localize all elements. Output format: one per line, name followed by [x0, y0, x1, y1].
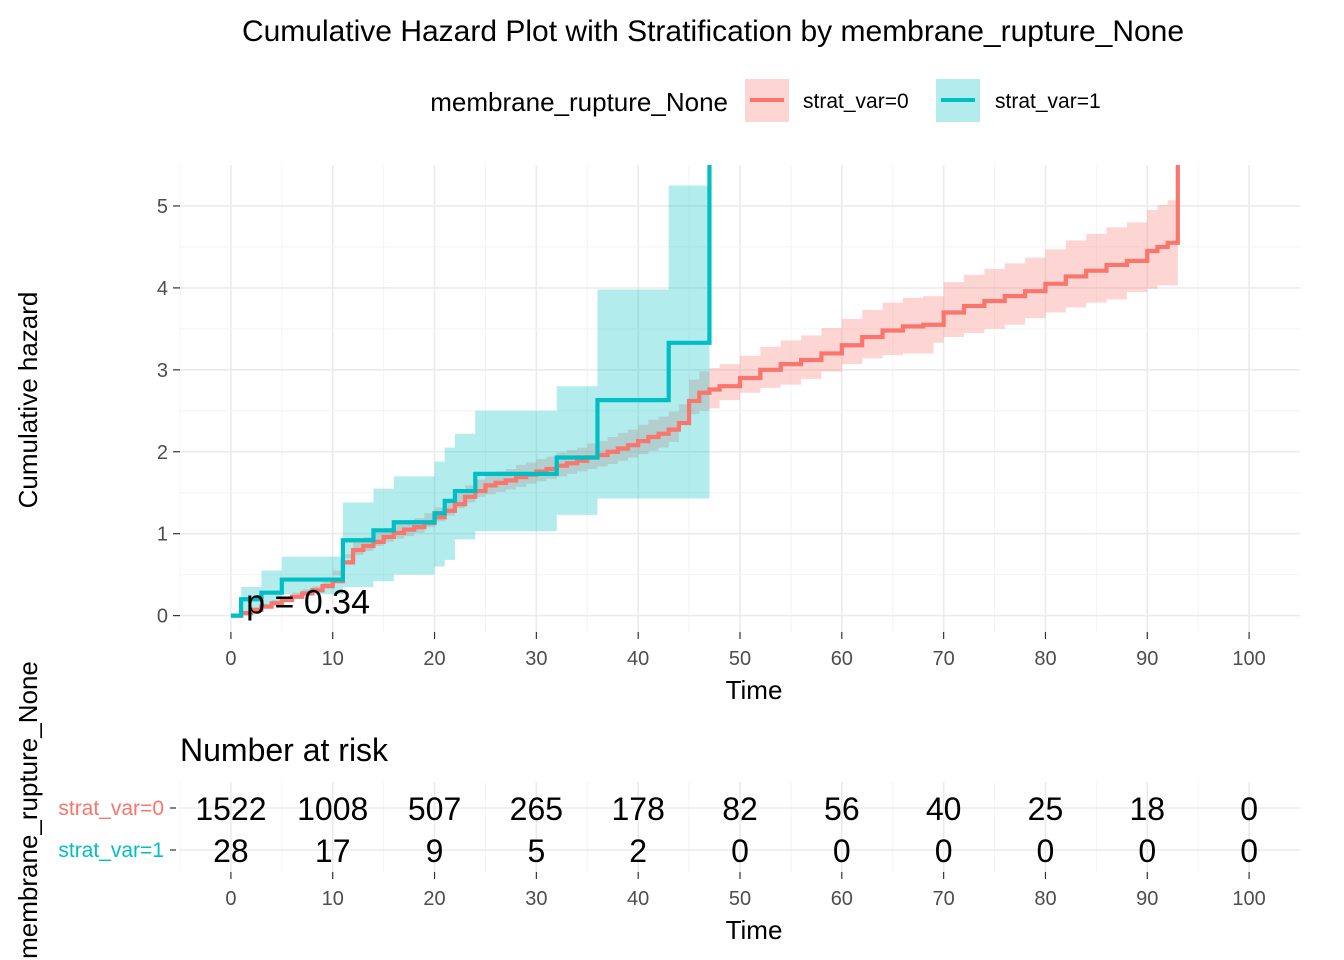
- hazard-line-strat1: [230, 165, 712, 618]
- risk-cell: 0: [935, 833, 953, 869]
- legend-title: membrane_rupture_None: [430, 87, 728, 117]
- x-tick-label: 70: [933, 648, 955, 670]
- x-tick-label: 40: [627, 648, 649, 670]
- risk-cell: 2: [629, 833, 647, 869]
- x-tick-label: 100: [1232, 648, 1265, 670]
- risk-x-tick-label: 60: [831, 888, 853, 910]
- risk-cell: 0: [1138, 833, 1156, 869]
- x-tick-label: 10: [322, 648, 344, 670]
- risk-cell: 265: [510, 791, 563, 827]
- hazard-line-strat0: [230, 165, 1180, 618]
- risk-cell: 28: [213, 833, 249, 869]
- x-tick-label: 20: [423, 648, 445, 670]
- risk-group-label: strat_var=0: [58, 797, 164, 820]
- legend-label-strat0: strat_var=0: [803, 90, 909, 113]
- chart-title: Cumulative Hazard Plot with Stratificati…: [242, 15, 1184, 48]
- legend: membrane_rupture_None strat_var=0 strat_…: [430, 79, 1101, 122]
- risk-x-tick-label: 80: [1034, 888, 1056, 910]
- confidence-band-strat1: [230, 185, 710, 616]
- risk-group-labels: strat_var=0 strat_var=1: [58, 797, 176, 862]
- risk-cell: 18: [1129, 791, 1165, 827]
- legend-key-strat1: [936, 79, 980, 122]
- risk-table: Number at risk 1522 1008 507 265 178 82 56 40 25…: [58, 732, 1300, 910]
- risk-x-tick-label: 50: [729, 888, 751, 910]
- risk-x-tick-label: 10: [322, 888, 344, 910]
- y-tick-label: 1: [157, 524, 168, 546]
- risk-cells: 1522 1008 507 265 178 82 56 40 25 18 0 28 17 9 5 2 0 0 0 0 0…: [195, 791, 1258, 869]
- risk-x-tick-label: 70: [933, 888, 955, 910]
- main-plot-panel: 0 1 2 3 4 5 0 10 20 30 40 50 60 70 80 90 100 p = 0.34: [157, 165, 1300, 670]
- legend-label-strat1: strat_var=1: [995, 90, 1101, 113]
- risk-x-tick-label: 100: [1232, 888, 1265, 910]
- risk-cell: 9: [426, 833, 444, 869]
- risk-cell: 1008: [297, 791, 368, 827]
- risk-cell: 0: [1240, 791, 1258, 827]
- risk-x-tick-label: 40: [627, 888, 649, 910]
- risk-cell: 0: [1240, 833, 1258, 869]
- x-tick-label: 90: [1136, 648, 1158, 670]
- x-tick-labels: 0 10 20 30 40 50 60 70 80 90 100: [225, 632, 1266, 670]
- risk-cell: 25: [1028, 791, 1064, 827]
- risk-table-title: Number at risk: [180, 732, 389, 768]
- x-tick-label: 30: [525, 648, 547, 670]
- confidence-bands: [230, 185, 1178, 616]
- y-tick-label: 4: [157, 278, 168, 300]
- risk-y-axis-title: membrane_rupture_None: [13, 661, 43, 959]
- risk-cell: 0: [1037, 833, 1055, 869]
- risk-cell: 56: [824, 791, 860, 827]
- hazard-curves: [230, 165, 1180, 618]
- y-tick-label: 0: [157, 606, 168, 628]
- confidence-band-strat0: [230, 200, 1178, 616]
- risk-x-tick-label: 0: [225, 888, 236, 910]
- risk-cell: 0: [833, 833, 851, 869]
- risk-x-tick-label: 90: [1136, 888, 1158, 910]
- risk-cell: 178: [611, 791, 664, 827]
- x-tick-label: 0: [225, 648, 236, 670]
- risk-cell: 1522: [195, 791, 266, 827]
- x-axis-title: Time: [726, 675, 783, 705]
- risk-x-tick-label: 30: [525, 888, 547, 910]
- risk-cell: 5: [527, 833, 545, 869]
- risk-cell: 0: [731, 833, 749, 869]
- risk-cell: 82: [722, 791, 758, 827]
- x-tick-label: 60: [831, 648, 853, 670]
- y-tick-label: 5: [157, 196, 168, 218]
- y-tick-label: 2: [157, 442, 168, 464]
- risk-group-label: strat_var=1: [58, 839, 164, 862]
- x-tick-label: 50: [729, 648, 751, 670]
- x-tick-label: 80: [1034, 648, 1056, 670]
- risk-cell: 507: [408, 791, 461, 827]
- legend-key-strat0: [745, 79, 789, 122]
- p-value-annotation: p = 0.34: [246, 584, 370, 622]
- risk-cell: 17: [315, 833, 351, 869]
- main-grid: [179, 165, 1300, 632]
- risk-grid: [179, 782, 1300, 872]
- y-tick-labels: 0 1 2 3 4 5: [157, 196, 180, 628]
- risk-cell: 40: [926, 791, 962, 827]
- risk-x-axis-title: Time: [726, 915, 783, 945]
- y-tick-label: 3: [157, 360, 168, 382]
- risk-x-tick-labels: 0 10 20 30 40 50 60 70 80 90 100: [225, 872, 1266, 910]
- risk-x-tick-label: 20: [423, 888, 445, 910]
- y-axis-title: Cumulative hazard: [13, 292, 43, 509]
